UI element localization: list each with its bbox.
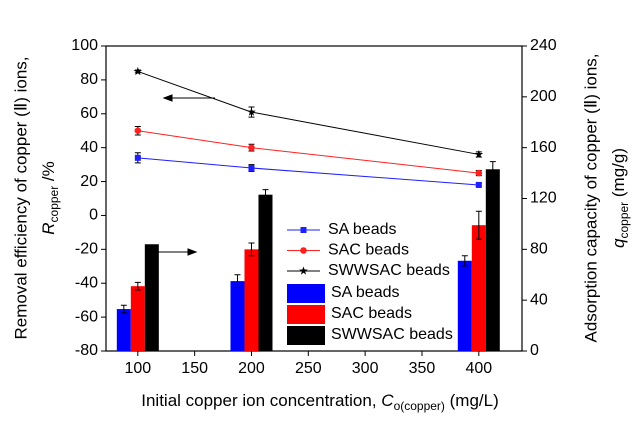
marker xyxy=(299,266,308,275)
line xyxy=(137,70,479,155)
y-tick-label: -40 xyxy=(75,274,98,291)
error-bar xyxy=(475,210,482,240)
marker xyxy=(248,165,255,171)
y2-tick-label: 80 xyxy=(530,241,548,258)
marker xyxy=(134,154,141,161)
marker xyxy=(474,149,484,159)
marker xyxy=(300,247,307,254)
legend-label: SAC beads xyxy=(331,305,412,322)
bar xyxy=(116,309,131,351)
marker xyxy=(248,144,255,151)
x-axis-label: Initial copper ion concentration, Co(cop… xyxy=(141,391,499,413)
marker xyxy=(247,107,256,116)
error-bar xyxy=(461,255,468,267)
arrow-left xyxy=(162,94,215,102)
bar xyxy=(230,281,245,351)
marker xyxy=(475,181,482,188)
error-bar xyxy=(120,304,127,314)
bar xyxy=(244,249,259,351)
y-tick-label: -80 xyxy=(75,342,98,359)
x-tick-label: 250 xyxy=(295,360,322,377)
y2-tick-label: 160 xyxy=(530,139,557,156)
legend-swatch xyxy=(287,284,325,303)
error-bar xyxy=(262,189,269,201)
bar xyxy=(144,244,159,351)
y2-tick-label: 120 xyxy=(530,190,557,207)
x-tick-label: 300 xyxy=(352,360,379,377)
x-tick-label: 100 xyxy=(124,360,151,377)
y2-tick-label: 40 xyxy=(530,291,548,308)
y2-axis-label-line1: Adsorption capacity of copper (Ⅱ) ions, xyxy=(581,53,600,342)
y2-axis-label-line2: qcopper (mg/g) xyxy=(609,148,631,248)
bar xyxy=(457,260,472,351)
y2-axis-label: Adsorption capacity of copper (Ⅱ) ions, … xyxy=(581,53,631,342)
legend-label: SA beads xyxy=(331,284,400,301)
y-tick-label: 0 xyxy=(89,207,98,224)
error-bar xyxy=(134,281,141,291)
marker xyxy=(133,66,143,76)
legend-label: SWWSAC beads xyxy=(328,262,450,279)
y-tick-label: 20 xyxy=(80,173,98,190)
x-tick-label: 350 xyxy=(409,360,436,377)
y-axis-label: Removal efficiency of copper (Ⅱ) ions, R… xyxy=(11,56,61,339)
x-tick-label: 200 xyxy=(238,360,265,377)
x-tick-label: 150 xyxy=(181,360,208,377)
marker xyxy=(134,127,142,135)
legend-label: SAC beads xyxy=(328,242,409,259)
x-tick-label: 400 xyxy=(465,360,492,377)
line xyxy=(137,130,479,174)
y-tick-label: -60 xyxy=(75,308,98,325)
bar xyxy=(130,286,145,351)
legend-label: SWWSAC beads xyxy=(331,326,453,343)
y-tick-label: 40 xyxy=(80,139,98,156)
marker xyxy=(475,169,483,177)
y-tick-label: -20 xyxy=(75,241,98,258)
y2-tick-label: 200 xyxy=(530,88,557,105)
legend-swatch xyxy=(287,326,325,345)
error-bar xyxy=(248,242,255,257)
y-tick-label: 100 xyxy=(71,37,98,54)
bar xyxy=(485,169,500,351)
y2-tick-label: 0 xyxy=(530,342,539,359)
bar xyxy=(258,194,273,351)
marker xyxy=(300,227,307,233)
bar xyxy=(471,225,486,351)
line xyxy=(137,157,479,186)
y-axis-label-line1: Removal efficiency of copper (Ⅱ) ions, xyxy=(11,56,30,339)
legend-swatch xyxy=(287,305,325,324)
y-axis-label-line2: Rcopper /% xyxy=(39,161,61,235)
y2-tick-label: 240 xyxy=(530,37,557,54)
y-tick-label: 60 xyxy=(80,105,98,122)
error-bar xyxy=(234,274,241,288)
y-tick-label: 80 xyxy=(80,71,98,88)
legend-label: SA beads xyxy=(328,221,397,238)
error-bar xyxy=(489,161,496,178)
